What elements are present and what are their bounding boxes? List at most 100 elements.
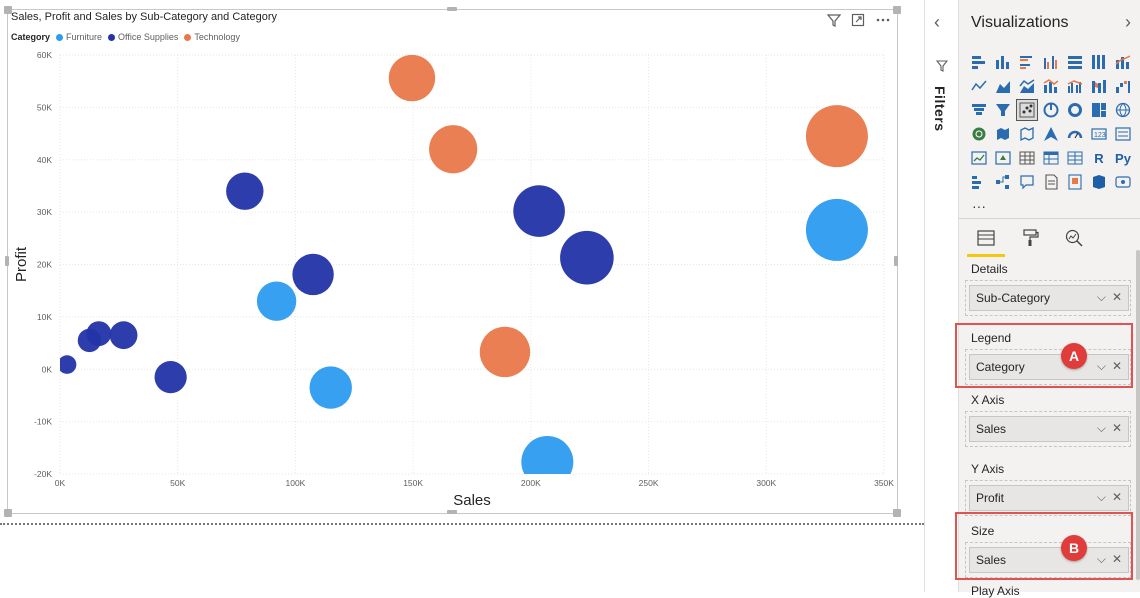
scatter-visual[interactable]: Sales, Profit and Sales by Sub-Category … [7, 9, 898, 514]
line-and-stacked-column-icon[interactable] [1041, 76, 1061, 96]
resize-handle-top-left[interactable] [4, 6, 12, 14]
more-visuals-icon[interactable]: ··· [972, 198, 986, 214]
remove-field-icon[interactable]: ✕ [1111, 359, 1122, 373]
donut-chart-icon[interactable] [1065, 100, 1085, 120]
size-field-pill[interactable]: Sales ⌵ ✕ [969, 547, 1129, 573]
r-visual-icon[interactable]: R [1094, 150, 1104, 166]
multi-row-card-icon[interactable] [1113, 124, 1133, 144]
bubble-office-supplies[interactable] [58, 355, 77, 374]
matrix-grid-icon[interactable] [1065, 148, 1085, 168]
scatter-chart-icon[interactable] [1016, 99, 1038, 121]
remove-field-icon[interactable]: ✕ [1111, 552, 1122, 566]
qna-icon[interactable] [1017, 172, 1037, 192]
map-icon[interactable] [1113, 100, 1133, 120]
stacked-bar-chart-icon[interactable] [969, 52, 989, 72]
chevron-down-icon[interactable]: ⌵ [1096, 490, 1106, 504]
clustered-column-chart-icon[interactable] [1041, 52, 1061, 72]
fields-tab-icon[interactable] [967, 225, 1005, 257]
chevron-down-icon[interactable]: ⌵ [1096, 359, 1106, 373]
size-well[interactable]: Sales ⌵ ✕ [965, 542, 1131, 578]
remove-field-icon[interactable]: ✕ [1111, 290, 1122, 304]
legend-well[interactable]: Category ⌵ ✕ [965, 349, 1131, 385]
bubble-office-supplies[interactable] [513, 185, 565, 237]
funnel-icon[interactable] [993, 100, 1013, 120]
legend-field-pill[interactable]: Category ⌵ ✕ [969, 354, 1129, 380]
waterfall-chart-icon[interactable] [1113, 76, 1133, 96]
resize-handle-bottom[interactable] [447, 510, 457, 514]
filter-icon[interactable] [826, 13, 842, 30]
line-and-column-icon[interactable] [1113, 52, 1133, 72]
filled-map-icon[interactable] [993, 124, 1013, 144]
treemap-icon[interactable] [1089, 100, 1109, 120]
format-paint-roller-icon[interactable] [1017, 225, 1043, 251]
bubble-furniture[interactable] [805, 198, 868, 261]
y-axis-well[interactable]: Profit ⌵ ✕ [965, 480, 1131, 516]
x-axis-field-pill[interactable]: Sales ⌵ ✕ [969, 416, 1129, 442]
resize-handle-top-right[interactable] [893, 6, 901, 14]
legend-item-technology[interactable]: Technology [184, 32, 240, 42]
resize-handle-bottom-left[interactable] [4, 509, 12, 517]
area-chart-icon[interactable] [993, 76, 1013, 96]
bubble-technology[interactable] [805, 105, 868, 168]
pie-chart-icon[interactable] [1041, 100, 1061, 120]
bubble-technology[interactable] [429, 125, 478, 174]
funnel-chart-icon[interactable] [969, 100, 989, 120]
100-stacked-column-icon[interactable] [1089, 52, 1109, 72]
key-influencers-icon[interactable] [969, 172, 989, 192]
bubble-office-supplies[interactable] [560, 230, 614, 285]
chevron-down-icon[interactable]: ⌵ [1096, 552, 1106, 566]
bubble-office-supplies[interactable] [292, 253, 334, 296]
azure-map-icon[interactable] [1041, 124, 1061, 144]
bubble-furniture[interactable] [309, 366, 352, 409]
table-icon[interactable] [1017, 148, 1037, 168]
arcgis-map-icon[interactable] [1089, 172, 1109, 192]
kpi-icon[interactable] [969, 148, 989, 168]
filters-label[interactable]: Filters [932, 86, 948, 132]
power-apps-icon[interactable] [1113, 172, 1133, 192]
chevron-down-icon[interactable]: ⌵ [1096, 290, 1106, 304]
analytics-magnifier-icon[interactable] [1061, 225, 1087, 251]
python-visual-icon[interactable]: Py [1113, 148, 1133, 168]
resize-handle-top[interactable] [447, 7, 457, 11]
line-chart-icon[interactable] [969, 76, 989, 96]
chevron-right-icon[interactable]: › [1125, 12, 1131, 32]
filters-pane-collapsed[interactable]: ‹ Filters [924, 0, 959, 592]
paginated-report-icon[interactable] [1065, 172, 1085, 192]
shape-map-icon[interactable] [1017, 124, 1037, 144]
bubble-technology[interactable] [388, 55, 436, 102]
chevron-left-icon[interactable]: ‹ [934, 12, 940, 32]
y-axis-field-pill[interactable]: Profit ⌵ ✕ [969, 485, 1129, 511]
details-field-pill[interactable]: Sub-Category ⌵ ✕ [969, 285, 1129, 311]
line-and-clustered-column-icon[interactable] [1065, 76, 1085, 96]
bubble-office-supplies[interactable] [86, 321, 112, 347]
remove-field-icon[interactable]: ✕ [1111, 490, 1122, 504]
slicer-icon[interactable] [993, 148, 1013, 168]
bubble-office-supplies[interactable] [154, 361, 187, 394]
stacked-column-chart-icon[interactable] [993, 52, 1013, 72]
100-stacked-bar-icon[interactable] [1065, 52, 1085, 72]
resize-handle-left[interactable] [5, 256, 9, 266]
more-options-icon[interactable] [875, 13, 891, 30]
bubble-furniture[interactable] [256, 281, 297, 321]
resize-handle-bottom-right[interactable] [893, 509, 901, 517]
legend-item-furniture[interactable]: Furniture [56, 32, 102, 42]
card-icon[interactable]: 123 [1089, 124, 1109, 144]
matrix-icon[interactable] [1041, 148, 1061, 168]
stacked-area-chart-icon[interactable] [1017, 76, 1037, 96]
globe-map-icon[interactable] [969, 124, 989, 144]
legend-item-office-supplies[interactable]: Office Supplies [108, 32, 178, 42]
chevron-down-icon[interactable]: ⌵ [1096, 421, 1106, 435]
decomposition-tree-icon[interactable] [993, 172, 1013, 192]
bubble-office-supplies[interactable] [109, 321, 138, 350]
details-well[interactable]: Sub-Category ⌵ ✕ [965, 280, 1131, 316]
resize-handle-right[interactable] [894, 256, 898, 266]
focus-mode-icon[interactable] [851, 13, 865, 30]
ribbon-chart-icon[interactable] [1089, 76, 1109, 96]
clustered-bar-chart-icon[interactable] [1017, 52, 1037, 72]
x-axis-well[interactable]: Sales ⌵ ✕ [965, 411, 1131, 447]
bubble-office-supplies[interactable] [226, 172, 264, 210]
gauge-icon[interactable] [1065, 124, 1085, 144]
pane-scrollbar-thumb[interactable] [1136, 250, 1140, 580]
bubble-furniture[interactable] [521, 435, 574, 488]
smart-narrative-icon[interactable] [1041, 172, 1061, 192]
